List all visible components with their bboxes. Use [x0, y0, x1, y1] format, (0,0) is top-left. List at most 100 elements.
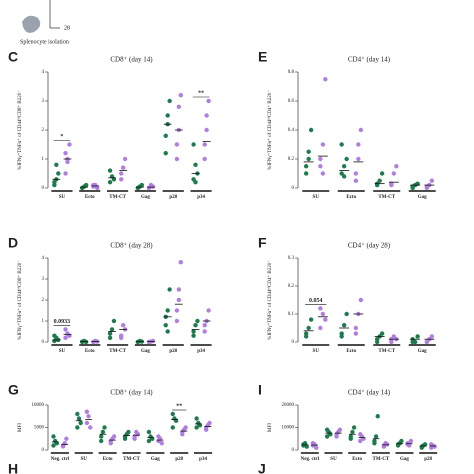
- data-point: [135, 185, 141, 191]
- panel-title: CD8⁺ (day 28): [110, 242, 153, 250]
- data-point: [405, 442, 410, 447]
- data-point: [107, 180, 113, 185]
- data-point: [301, 442, 306, 447]
- data-point: [415, 334, 420, 339]
- data-point: [350, 429, 355, 435]
- data-point: [54, 162, 59, 167]
- data-point: [341, 174, 347, 179]
- data-point: [146, 438, 152, 444]
- data-point: [60, 444, 66, 449]
- data-point: [111, 318, 117, 324]
- data-point: [180, 432, 185, 437]
- panel-title: CD8⁺ (day 14): [110, 389, 153, 397]
- data-point: [361, 436, 366, 441]
- panel-letter: G: [8, 382, 19, 398]
- data-point: [202, 142, 207, 147]
- annotation: *: [60, 134, 63, 140]
- data-point: [75, 425, 80, 430]
- data-point: [306, 156, 311, 162]
- y-tick-label: 3: [42, 99, 45, 104]
- data-point: [306, 149, 311, 154]
- data-point: [193, 180, 198, 185]
- y-axis-label: %IFNγ⁺TNFα⁺ of CD44ʰⁱCD8⁺ B220⁻: [16, 260, 23, 340]
- data-point: [63, 327, 68, 332]
- data-point: [132, 436, 137, 441]
- x-tick-label: p34: [197, 349, 205, 354]
- data-point: [165, 308, 170, 313]
- data-point: [320, 311, 326, 317]
- data-point: [422, 442, 428, 447]
- data-point: [353, 178, 359, 183]
- x-tick-label: Gag: [418, 195, 427, 200]
- data-point: [318, 306, 323, 311]
- data-point: [389, 339, 394, 345]
- y-tick-label: 0: [42, 340, 45, 345]
- data-point: [337, 427, 343, 432]
- data-point: [167, 98, 172, 104]
- y-axis-label: %IFNγ⁺TNFα⁺ of CD44ʰⁱCD4⁺ B220⁻: [266, 260, 273, 340]
- data-point: [344, 311, 349, 317]
- data-point: [91, 182, 96, 188]
- x-tick-label: SU: [59, 195, 66, 200]
- data-point: [320, 142, 326, 147]
- x-tick-label: TM-CT: [123, 457, 140, 462]
- y-tick-label: 10000: [282, 426, 295, 431]
- data-point: [122, 156, 128, 162]
- data-point: [344, 156, 349, 162]
- data-point: [204, 127, 209, 133]
- data-point: [324, 434, 330, 439]
- x-tick-label: Ecto: [103, 457, 113, 462]
- data-point: [176, 104, 182, 110]
- data-point: [167, 287, 172, 292]
- data-point: [303, 164, 309, 169]
- data-point: [86, 414, 91, 419]
- data-point: [191, 333, 196, 338]
- data-point: [194, 416, 199, 421]
- y-axis-label: MFI: [268, 423, 273, 432]
- y-tick-label: 1: [42, 319, 45, 324]
- data-point: [432, 444, 437, 449]
- step-label: Splenocyte isolation: [20, 39, 69, 45]
- data-point: [323, 317, 328, 322]
- y-tick-label: 4: [42, 256, 45, 261]
- data-point: [52, 180, 57, 185]
- data-point: [67, 142, 72, 147]
- data-point: [75, 411, 80, 417]
- data-point: [156, 434, 161, 439]
- x-tick-label: Ecto: [85, 349, 95, 354]
- data-point: [174, 142, 180, 147]
- panel-letter: I: [258, 382, 262, 398]
- panel-letter: C: [8, 49, 18, 65]
- data-point: [358, 432, 363, 437]
- data-point: [339, 334, 344, 339]
- x-tick-label: p28: [424, 457, 432, 462]
- x-tick-label: SU: [330, 457, 337, 462]
- data-point: [146, 339, 152, 345]
- data-point: [183, 425, 188, 430]
- spleen-icon: [22, 15, 41, 33]
- data-point: [84, 409, 90, 414]
- data-point: [408, 438, 414, 444]
- data-point: [314, 445, 319, 450]
- data-point: [358, 438, 363, 444]
- data-point: [135, 339, 141, 345]
- data-point: [391, 171, 397, 176]
- y-tick-label: 0: [42, 186, 45, 191]
- data-point: [429, 334, 435, 339]
- data-point: [351, 425, 357, 430]
- data-point: [318, 164, 323, 169]
- x-tick-label: p28: [169, 349, 177, 354]
- x-tick-label: TM-CT: [378, 195, 395, 200]
- data-point: [374, 339, 380, 345]
- data-point: [150, 338, 156, 344]
- data-point: [410, 339, 415, 345]
- panel-letter: J: [258, 461, 266, 474]
- x-tick-label: Gag: [151, 457, 160, 462]
- y-tick-label: 0: [42, 448, 45, 453]
- y-tick-label: 4: [42, 70, 45, 75]
- y-tick-label: 0: [292, 340, 295, 345]
- x-tick-label: SU: [313, 349, 320, 354]
- panel-title: CD4⁺ (day 14): [348, 389, 391, 397]
- data-point: [63, 171, 68, 176]
